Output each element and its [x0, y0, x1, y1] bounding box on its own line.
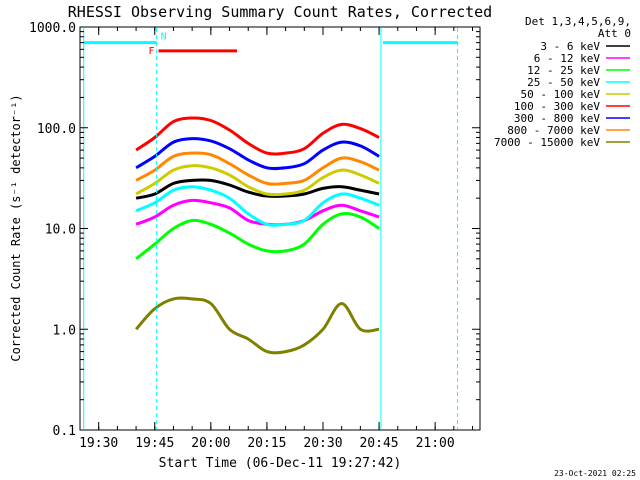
flag-label: F	[149, 46, 155, 57]
plot-frame	[79, 26, 481, 431]
axis-layer: 19:30 19:45 20:00 20:15 20:30 20:45 21:00 0.1 1.…	[29, 21, 480, 451]
legend-label: 12 - 25 keV	[527, 64, 600, 77]
y-tick-label: 1000.0	[29, 21, 76, 36]
x-tick-label: 20:30	[303, 436, 342, 451]
x-tick-label: 19:45	[135, 436, 174, 451]
y-axis-title: Corrected Count Rate (s⁻¹ detector⁻¹)	[9, 94, 23, 361]
series-layer	[134, 116, 380, 355]
y-tick-label: 10.0	[45, 223, 76, 238]
series-line	[135, 211, 380, 260]
x-tick-label: 20:45	[359, 436, 398, 451]
series-line	[135, 151, 380, 186]
series-line	[135, 198, 380, 227]
series-line	[135, 164, 380, 197]
x-axis-title: Start Time (06-Dec-11 19:27:42)	[159, 456, 402, 471]
x-tick-label: 20:15	[247, 436, 286, 451]
x-tick-label: 21:00	[416, 436, 455, 451]
legend-header: Det 1,3,4,5,6,9,	[525, 15, 631, 28]
y-tick-label: 100.0	[37, 122, 76, 137]
legend-label: 6 - 12 keV	[534, 52, 601, 65]
chart-title: RHESSI Observing Summary Count Rates, Co…	[68, 3, 492, 21]
legend-label: 300 - 800 keV	[514, 112, 600, 125]
annotation-layer: NF	[83, 28, 459, 429]
legend-label: 25 - 50 keV	[527, 76, 600, 89]
legend-label: 7000 - 15000 keV	[494, 136, 600, 149]
series-line	[135, 137, 380, 171]
legend-label: 50 - 100 keV	[521, 88, 601, 101]
series-line	[135, 185, 380, 227]
flag-label: N	[161, 32, 167, 43]
y-tick-label: 0.1	[53, 424, 76, 439]
series-line	[134, 296, 380, 355]
legend-header: Att 0	[598, 27, 631, 40]
series-line	[135, 178, 380, 200]
x-tick-label: 19:30	[79, 436, 118, 451]
legend-label: 100 - 300 keV	[514, 100, 600, 113]
y-tick-label: 1.0	[53, 323, 76, 338]
x-tick-label: 20:00	[191, 436, 230, 451]
legend-label: 800 - 7000 keV	[507, 124, 600, 137]
series-line	[135, 116, 380, 156]
legend-label: 3 - 6 keV	[540, 40, 600, 53]
timestamp: 23-Oct-2021 02:25	[554, 469, 636, 478]
